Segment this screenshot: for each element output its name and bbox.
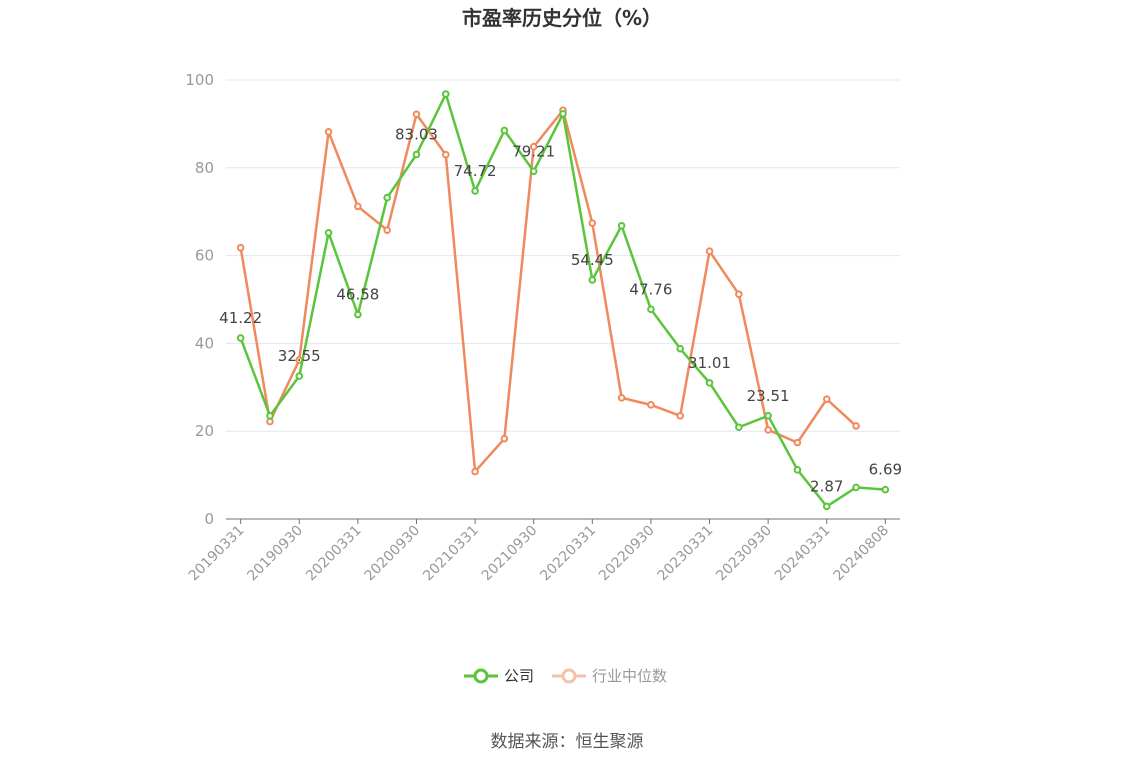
legend-marker-industry-icon: [561, 668, 577, 684]
data-point-company: [705, 379, 714, 387]
grid: [226, 79, 900, 432]
data-label-company: 46.58: [336, 286, 379, 304]
data-label-company: 47.76: [629, 280, 672, 298]
x-tick-label: 20210331: [420, 523, 482, 585]
data-label-company: 23.51: [747, 387, 790, 405]
data-label-company: 2.87: [810, 477, 843, 495]
x-tick-label: 20240808: [830, 523, 892, 585]
x-tick-label: 20210930: [479, 523, 541, 585]
data-point-company: [383, 193, 391, 202]
x-tick-label: 20220331: [537, 523, 599, 585]
legend-item-industry[interactable]: 行业中位数: [552, 667, 667, 685]
legend-label-industry: 行业中位数: [592, 667, 667, 685]
data-point-company: [500, 126, 509, 135]
data-point-company: [588, 276, 597, 284]
data-label-company: 6.69: [869, 461, 902, 479]
data-point-company: [354, 310, 362, 319]
data-point-company: [881, 485, 890, 494]
legend: 公司 行业中位数: [464, 667, 667, 685]
data-point-company: [441, 90, 450, 98]
y-tick-label: 40: [195, 334, 214, 352]
x-axis: 2019033120190930202003312020093020210331…: [186, 518, 900, 585]
data-point-industry: [793, 438, 802, 447]
y-tick-label: 0: [204, 510, 214, 528]
data-label-company: 41.22: [219, 309, 262, 327]
data-point-company: [471, 187, 479, 195]
data-point-industry: [441, 150, 450, 159]
data-label-company: 54.45: [571, 251, 614, 269]
y-tick-label: 80: [195, 159, 214, 177]
data-label-company: 74.72: [454, 162, 497, 180]
y-axis: 0 20 40 60 80 100: [185, 71, 214, 528]
data-point-industry: [383, 226, 391, 234]
data-point-industry: [676, 412, 685, 420]
data-point-industry: [412, 110, 421, 119]
data-point-industry: [529, 142, 538, 151]
data-point-company: [412, 150, 421, 159]
legend-marker-company-icon: [473, 668, 489, 684]
data-point-company: [295, 372, 304, 380]
x-tick-label: 20190331: [186, 523, 248, 585]
x-tick-label: 20240331: [772, 523, 834, 585]
data-point-company: [822, 502, 831, 511]
data-point-industry: [852, 422, 860, 430]
data-label-company: 31.01: [688, 354, 731, 372]
data-labels: 41.22 32.55 46.58 83.03 74.72 79.21 54.45 47.76…: [219, 125, 902, 495]
data-point-company: [676, 344, 685, 353]
legend-item-company[interactable]: 公司: [464, 667, 534, 685]
data-point-company: [236, 334, 245, 342]
data-point-company: [735, 423, 743, 432]
x-tick-label: 20200331: [303, 523, 365, 585]
data-source: 数据来源：恒生聚源: [491, 732, 644, 752]
legend-label-company: 公司: [504, 667, 534, 685]
data-point-company: [617, 221, 626, 230]
data-point-industry: [324, 128, 333, 136]
series-group: [236, 90, 890, 511]
x-tick-label: 20230930: [713, 523, 775, 585]
data-point-company: [764, 411, 772, 420]
data-point-industry: [236, 243, 245, 252]
data-point-industry: [764, 426, 772, 434]
data-point-industry: [647, 401, 655, 409]
data-point-industry: [617, 394, 626, 402]
data-point-company: [852, 483, 860, 492]
x-tick-label: 20230331: [655, 523, 717, 585]
y-tick-label: 60: [195, 247, 214, 265]
data-point-industry: [588, 219, 597, 227]
x-tick-label: 20220930: [596, 523, 658, 585]
x-tick-label: 20190930: [244, 523, 306, 585]
x-tick-label: 20200930: [362, 523, 424, 585]
data-point-company: [529, 167, 538, 176]
data-point-company: [559, 110, 567, 118]
data-point-industry: [354, 202, 362, 211]
data-point-industry: [822, 395, 831, 403]
data-point-industry: [500, 434, 509, 443]
data-label-company: 32.55: [278, 347, 321, 365]
data-point-company: [266, 412, 274, 420]
data-label-company: 79.21: [512, 142, 555, 160]
series-line-industry: [239, 109, 857, 473]
data-point-industry: [735, 290, 743, 299]
data-point-industry: [705, 247, 714, 256]
y-tick-label: 100: [185, 71, 214, 89]
y-tick-label: 20: [195, 422, 214, 440]
chart-title: 市盈率历史分位（%）: [462, 6, 662, 30]
data-point-industry: [471, 467, 479, 476]
data-point-company: [324, 228, 333, 237]
data-label-company: 83.03: [395, 125, 438, 143]
data-point-company: [793, 466, 802, 474]
data-point-company: [647, 305, 655, 314]
